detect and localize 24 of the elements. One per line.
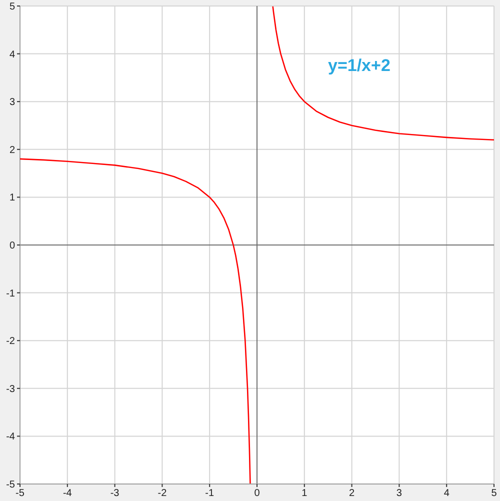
x-tick-label: -1 bbox=[205, 488, 214, 499]
x-tick-label: 2 bbox=[349, 488, 356, 499]
y-tick-label: -3 bbox=[6, 384, 16, 395]
y-tick-label: 1 bbox=[9, 192, 16, 204]
y-tick-label: -5 bbox=[6, 480, 16, 490]
y-tick-label: 2 bbox=[9, 144, 16, 156]
x-tick-label: -4 bbox=[62, 488, 72, 499]
line-series bbox=[272, 6, 495, 140]
y-tick-label: -1 bbox=[6, 288, 16, 300]
x-tick-label: 3 bbox=[396, 488, 402, 499]
annotation: y=1/x+2 bbox=[328, 56, 390, 75]
x-tick-label: -3 bbox=[110, 488, 120, 499]
y-tick-label: -2 bbox=[6, 336, 16, 348]
x-tick-label: -2 bbox=[158, 488, 168, 499]
x-tick-label: 1 bbox=[302, 488, 308, 499]
x-tick-label: 4 bbox=[444, 488, 450, 499]
y-tick-label: 3 bbox=[9, 97, 16, 108]
y-tick-label: 5 bbox=[9, 2, 16, 12]
x-tick-label: 5 bbox=[491, 488, 498, 499]
y-tick-label: -4 bbox=[6, 432, 16, 443]
x-tick-label: 0 bbox=[254, 488, 260, 499]
line-series bbox=[19, 158, 251, 484]
y-tick-label: 0 bbox=[9, 240, 16, 252]
y-tick-label: 4 bbox=[9, 49, 16, 60]
